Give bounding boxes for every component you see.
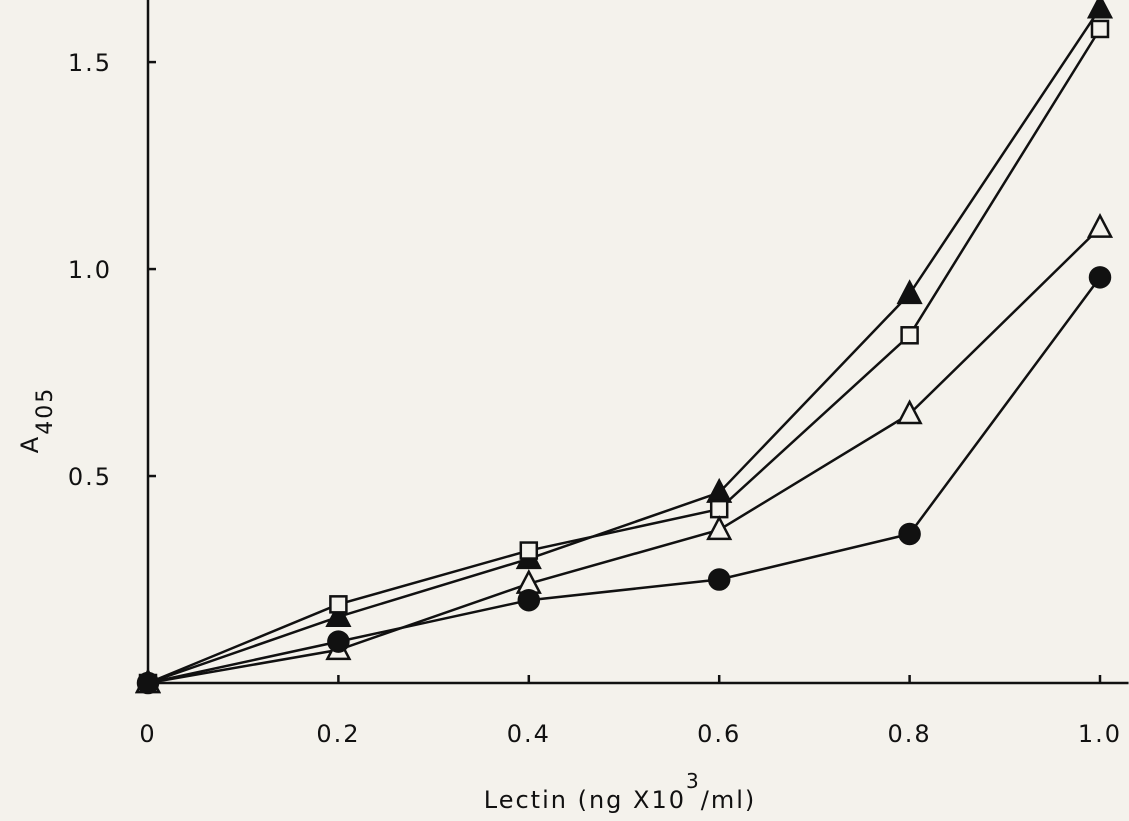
marker — [1090, 19, 1110, 39]
y-tick-label: 0.5 — [68, 463, 112, 491]
x-axis-label: Lectin (ng X103/ml) — [484, 769, 756, 814]
series-line — [147, 7, 1102, 685]
marker — [896, 399, 923, 425]
marker — [1086, 0, 1114, 19]
x-tick-label: 0.4 — [507, 720, 551, 748]
y-label-text: A — [16, 435, 44, 453]
marker — [136, 671, 160, 695]
marker — [1088, 266, 1112, 289]
marker — [1086, 212, 1114, 238]
marker — [706, 515, 733, 541]
x-tick-label: 1.0 — [1078, 720, 1122, 748]
marker — [709, 499, 729, 519]
series-line — [147, 28, 1102, 685]
x-label-text: /ml) — [701, 786, 757, 814]
marker — [327, 630, 350, 653]
marker — [898, 522, 921, 546]
y-axis-label: A405 — [16, 387, 58, 453]
marker — [517, 588, 541, 612]
y-label-subscript: 405 — [33, 387, 58, 435]
x-tick-label: 0 — [139, 720, 156, 748]
marker — [896, 279, 923, 305]
marker — [519, 541, 539, 560]
y-tick-label: 1.5 — [68, 49, 112, 77]
x-label-text: Lectin (ng X10 — [484, 786, 686, 814]
y-tick-label: 1.0 — [68, 256, 112, 284]
x-label-superscript: 3 — [686, 769, 701, 793]
marker — [325, 602, 352, 628]
marker — [900, 326, 919, 345]
series-line — [147, 276, 1102, 685]
x-tick-label: 0.2 — [316, 720, 360, 748]
x-tick-label: 0.6 — [697, 720, 741, 748]
x-tick-label: 0.8 — [888, 720, 932, 748]
marker — [329, 595, 348, 614]
series-line — [147, 226, 1101, 685]
marker — [707, 568, 731, 591]
